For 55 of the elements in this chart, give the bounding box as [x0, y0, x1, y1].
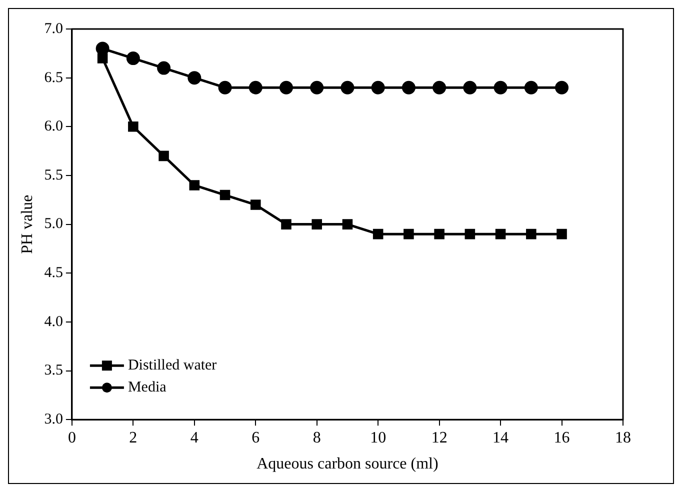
x-tick-label: 16 [554, 429, 570, 446]
y-tick-label: 7.0 [44, 20, 63, 37]
y-tick-label: 5.0 [44, 216, 63, 232]
point [281, 219, 292, 230]
point [126, 52, 140, 66]
y-tick-label: 4.0 [44, 314, 63, 330]
point [312, 219, 322, 230]
point [434, 228, 444, 240]
point [218, 80, 232, 94]
point [340, 80, 354, 94]
x-tick-label: 6 [252, 429, 260, 446]
point [526, 228, 536, 240]
y-tick-label: 3.0 [44, 412, 63, 428]
point [128, 122, 138, 132]
point [157, 61, 171, 75]
x-tick-label: 12 [431, 429, 448, 446]
y-tick-label: 3.5 [44, 362, 63, 379]
point [342, 219, 353, 230]
point [402, 80, 416, 94]
point [220, 190, 230, 200]
point [495, 228, 506, 240]
x-tick-label: 14 [492, 429, 509, 446]
legend-label: Media [128, 380, 167, 396]
point [97, 53, 108, 64]
point [463, 80, 477, 94]
x-axis-title: Aqueous carbon source (ml) [256, 456, 438, 473]
point [494, 80, 508, 94]
point [188, 71, 202, 85]
point [432, 80, 446, 94]
x-tick-label: 18 [615, 429, 631, 446]
point [404, 228, 414, 240]
y-tick-label: 6.5 [44, 70, 63, 86]
x-tick-label: 2 [129, 429, 138, 446]
point [248, 80, 262, 94]
legend-label: Distilled water [128, 358, 217, 374]
point [96, 42, 110, 56]
point [250, 200, 261, 210]
y-tick-label: 6.0 [44, 118, 63, 135]
point [524, 80, 538, 94]
point [556, 228, 567, 240]
point [371, 80, 385, 94]
point [464, 228, 476, 240]
point [189, 180, 200, 190]
point [555, 80, 569, 94]
x-tick-label: 4 [190, 429, 198, 446]
point [372, 228, 384, 240]
y-tick-label: 4.5 [44, 265, 63, 282]
point [158, 150, 169, 162]
point [310, 80, 324, 94]
x-tick-label: 0 [68, 429, 76, 446]
x-tick-label: 8 [312, 429, 321, 446]
point [279, 80, 293, 94]
x-tick-label: 10 [370, 429, 386, 446]
y-axis-title: PH value [18, 194, 36, 254]
y-tick-label: 5.5 [44, 167, 63, 184]
